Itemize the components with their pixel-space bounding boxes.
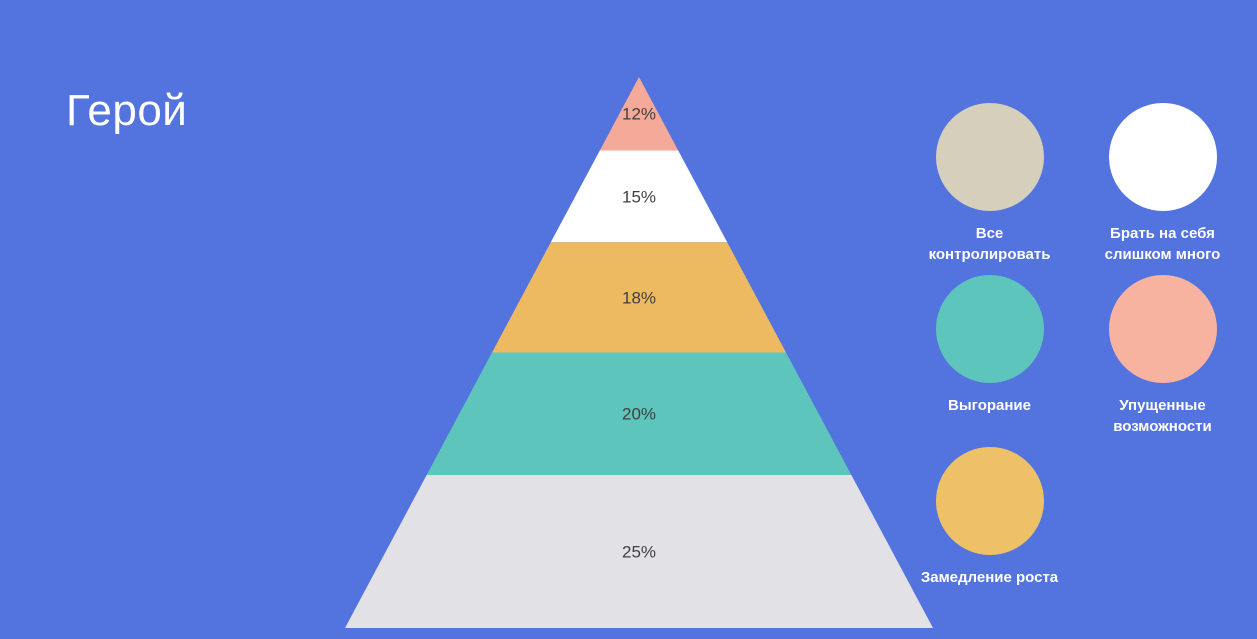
legend-item: Замедление роста bbox=[903, 447, 1076, 588]
pyramid-level-value: 18% bbox=[622, 288, 656, 307]
legend-label: Упущенные возможности bbox=[1113, 397, 1212, 435]
slide-title: Герой bbox=[66, 86, 188, 135]
legend-label: Замедление роста bbox=[920, 569, 1059, 586]
pyramid-level-value: 12% bbox=[622, 105, 656, 124]
legend-label: Брать на себя слишком много bbox=[1104, 225, 1221, 263]
pyramid-legend: Все контролировать Брать на себя слишком … bbox=[903, 103, 1249, 588]
legend-label: Выгорание bbox=[948, 397, 1031, 414]
legend-color-circle bbox=[935, 447, 1044, 555]
pyramid-level-5 bbox=[345, 474, 933, 628]
legend-label: Все контролировать bbox=[928, 225, 1051, 263]
pyramid-level-value: 20% bbox=[622, 405, 656, 424]
pyramid-level-value: 25% bbox=[622, 542, 656, 561]
legend-color-circle bbox=[1108, 275, 1217, 383]
pyramid-level-3 bbox=[492, 242, 786, 353]
pyramid-level-value: 15% bbox=[622, 187, 656, 206]
legend-color-circle bbox=[935, 275, 1044, 383]
legend-item: Упущенные возможности bbox=[1076, 275, 1249, 437]
pyramid-level-1 bbox=[599, 77, 679, 151]
legend-item: Брать на себя слишком много bbox=[1076, 103, 1249, 265]
legend-color-circle bbox=[935, 103, 1044, 211]
pyramid-chart: 12% 15% 18% 20% 25% bbox=[345, 77, 933, 628]
pyramid-level-4 bbox=[426, 352, 852, 475]
legend-item: Все контролировать bbox=[903, 103, 1076, 265]
legend-item: Выгорание bbox=[903, 275, 1076, 437]
pyramid-level-2 bbox=[550, 150, 728, 243]
legend-color-circle bbox=[1108, 103, 1217, 211]
